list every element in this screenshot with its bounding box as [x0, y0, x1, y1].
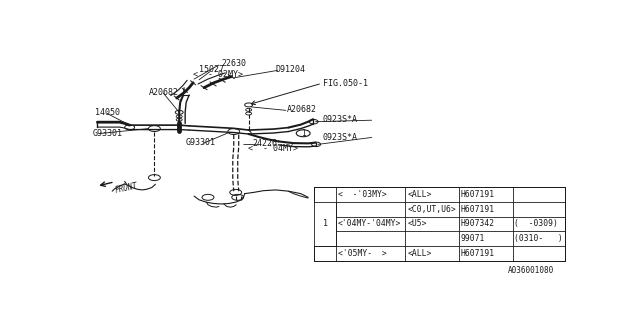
- Text: (0310-   ): (0310- ): [515, 234, 563, 243]
- Text: 0923S*A: 0923S*A: [322, 115, 357, 124]
- Text: H607191: H607191: [461, 205, 495, 214]
- Text: <C0,UT,U6>: <C0,UT,U6>: [408, 205, 456, 214]
- Text: 22630: 22630: [221, 59, 246, 68]
- Text: 15027: 15027: [199, 65, 224, 74]
- Text: 24226: 24226: [253, 139, 278, 148]
- Text: <  -'04MY>: < -'04MY>: [248, 144, 298, 153]
- Text: H907342: H907342: [461, 220, 495, 228]
- Text: <'05MY-  >: <'05MY- >: [338, 249, 387, 258]
- Text: FRONT: FRONT: [114, 181, 138, 195]
- Text: <ALL>: <ALL>: [408, 190, 432, 199]
- Text: H607191: H607191: [461, 190, 495, 199]
- Text: 1: 1: [323, 220, 328, 228]
- Text: D91204: D91204: [276, 65, 306, 74]
- Text: G93301: G93301: [92, 129, 122, 138]
- Text: <'04MY-'04MY>: <'04MY-'04MY>: [338, 220, 401, 228]
- Text: <  -'03MY>: < -'03MY>: [338, 190, 387, 199]
- Text: G93301: G93301: [185, 138, 215, 148]
- Text: 1: 1: [301, 129, 305, 138]
- Bar: [314, 202, 336, 246]
- Text: 99071: 99071: [461, 234, 485, 243]
- Text: FIG.050-1: FIG.050-1: [323, 79, 368, 88]
- Text: <U5>: <U5>: [408, 220, 427, 228]
- Text: <ALL>: <ALL>: [408, 249, 432, 258]
- Text: 1: 1: [323, 220, 328, 228]
- Text: 14050: 14050: [95, 108, 120, 117]
- Text: 0923S*A: 0923S*A: [322, 133, 357, 142]
- Text: <  -'02MY>: < -'02MY>: [193, 70, 243, 79]
- Text: H607191: H607191: [461, 249, 495, 258]
- Text: A036001080: A036001080: [508, 266, 554, 275]
- Text: A20682: A20682: [148, 88, 179, 97]
- Bar: [314, 187, 565, 261]
- Text: A20682: A20682: [287, 105, 317, 114]
- Text: (  -0309): ( -0309): [515, 220, 558, 228]
